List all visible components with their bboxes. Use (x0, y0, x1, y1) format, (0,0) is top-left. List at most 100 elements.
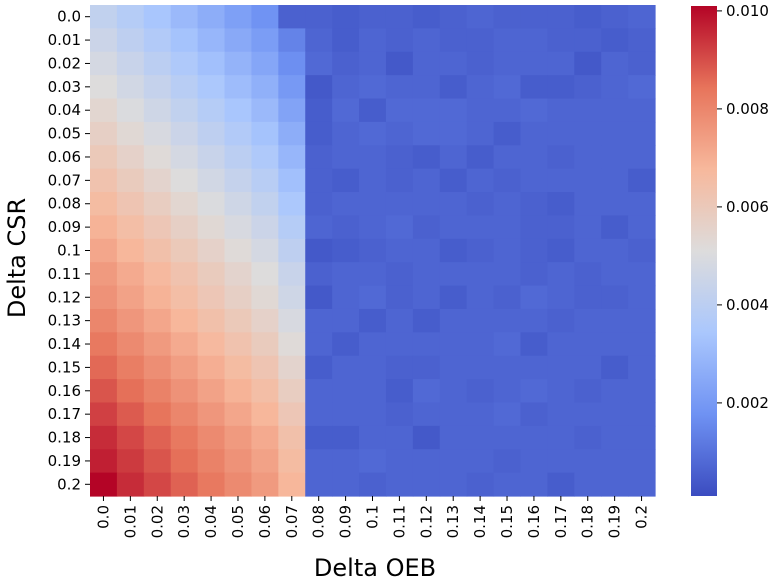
heatmap-cell (197, 449, 226, 474)
heatmap-cell (359, 472, 387, 497)
heatmap-cell (412, 145, 441, 170)
heatmap-cell (278, 215, 306, 240)
heatmap-cell (170, 121, 199, 146)
heatmap-cell (412, 379, 441, 404)
heatmap-cell (493, 355, 522, 380)
heatmap-cell (493, 238, 522, 263)
heatmap-cell (332, 28, 360, 53)
heatmap-cell (143, 75, 172, 100)
y-tick-label: 0.09 (48, 218, 81, 236)
heatmap-cell (116, 472, 145, 497)
x-tick-label: 0.2 (633, 505, 651, 529)
heatmap-cell (439, 168, 468, 193)
heatmap-cell (601, 379, 629, 404)
heatmap-cell (412, 262, 441, 287)
heatmap-cell (305, 425, 333, 450)
heatmap-cell (466, 168, 495, 193)
heatmap-cell (628, 262, 656, 287)
heatmap-cell (197, 262, 226, 287)
heatmap-cell (493, 168, 522, 193)
heatmap-cell (197, 285, 226, 310)
heatmap-cell (628, 308, 656, 333)
heatmap-cell (305, 28, 333, 53)
heatmap-cell (385, 262, 414, 287)
heatmap-cell (90, 308, 118, 333)
heatmap-cell (332, 379, 360, 404)
heatmap-cell (466, 332, 495, 357)
x-tick-label: 0.04 (202, 505, 220, 538)
heatmap-cell (116, 332, 145, 357)
x-tick-label: 0.13 (444, 505, 462, 538)
heatmap-cell (601, 168, 629, 193)
heatmap-cell (412, 51, 441, 76)
heatmap-cell (574, 75, 602, 100)
heatmap-cell (143, 379, 172, 404)
heatmap-cell (385, 355, 414, 380)
heatmap-cell (628, 402, 656, 427)
heatmap-cell (574, 121, 602, 146)
heatmap-cell (359, 145, 387, 170)
heatmap-cell (466, 472, 495, 497)
heatmap-cell (116, 145, 145, 170)
heatmap-cell (278, 168, 306, 193)
heatmap-cell (412, 238, 441, 263)
heatmap-cell (359, 121, 387, 146)
colorbar-tick-label: 0.010 (726, 2, 769, 20)
heatmap-cell (628, 75, 656, 100)
heatmap-cell (628, 28, 656, 53)
heatmap-cell (224, 238, 253, 263)
heatmap-cell (116, 379, 145, 404)
heatmap-cell (332, 215, 360, 240)
heatmap-cell (251, 308, 279, 333)
heatmap-cell (278, 402, 306, 427)
heatmap-cell (439, 145, 468, 170)
heatmap-cell (574, 402, 602, 427)
heatmap-cell (439, 355, 468, 380)
heatmap-cell (90, 402, 118, 427)
heatmap-cell (116, 425, 145, 450)
heatmap-cell (332, 145, 360, 170)
heatmap-cell (574, 5, 602, 29)
heatmap-cell (170, 425, 199, 450)
heatmap-cell (628, 355, 656, 380)
heatmap-cell (628, 332, 656, 357)
heatmap-cell (224, 215, 253, 240)
heatmap-cell (359, 168, 387, 193)
heatmap-cell (493, 285, 522, 310)
heatmap-cell (574, 308, 602, 333)
heatmap-cell (385, 308, 414, 333)
heatmap-cell (278, 308, 306, 333)
heatmap-cell (466, 5, 495, 29)
heatmap-cell (305, 192, 333, 217)
heatmap-cell (547, 168, 575, 193)
heatmap-cell (170, 472, 199, 497)
heatmap-cell (601, 215, 629, 240)
heatmap-cell (305, 75, 333, 100)
heatmap-cell (493, 75, 522, 100)
heatmap-cell (628, 168, 656, 193)
heatmap-cell (224, 121, 253, 146)
heatmap-cell (466, 425, 495, 450)
heatmap-cell (628, 5, 656, 29)
heatmap-cell (143, 425, 172, 450)
heatmap-cell (412, 332, 441, 357)
heatmap-cell (359, 379, 387, 404)
heatmap-cell (251, 238, 279, 263)
heatmap-cell (359, 192, 387, 217)
x-tick-label: 0.14 (471, 505, 489, 538)
heatmap-cell (359, 355, 387, 380)
heatmap-cell (385, 379, 414, 404)
y-tick-label: 0.15 (48, 358, 81, 376)
heatmap-cell (251, 285, 279, 310)
heatmap-cell (412, 121, 441, 146)
heatmap-cell (439, 332, 468, 357)
heatmap-cell (385, 145, 414, 170)
heatmap-cell (197, 472, 226, 497)
heatmap-cell (143, 192, 172, 217)
heatmap-cell (628, 472, 656, 497)
heatmap-cell (305, 402, 333, 427)
heatmap-cell (601, 51, 629, 76)
heatmap-cell (116, 168, 145, 193)
heatmap-cell (493, 5, 522, 29)
